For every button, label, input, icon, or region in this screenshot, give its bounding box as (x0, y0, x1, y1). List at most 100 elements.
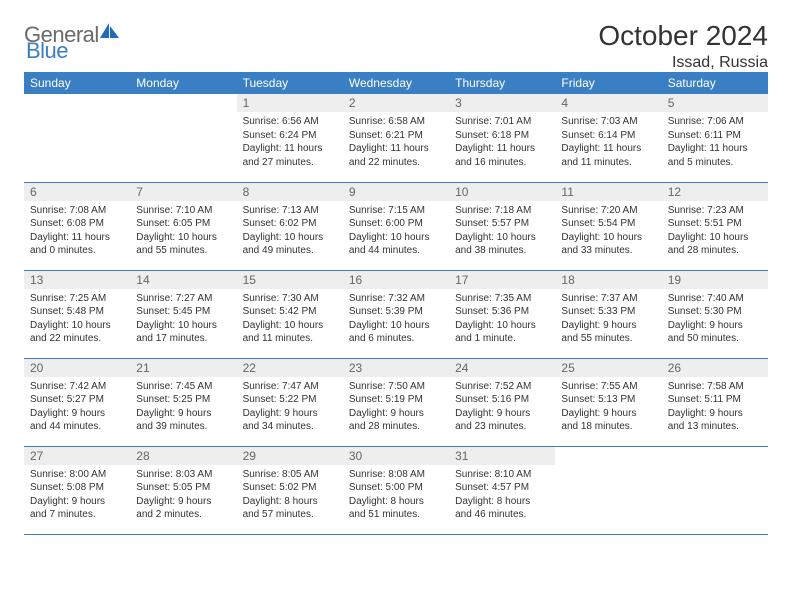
day-details: Sunrise: 7:42 AMSunset: 5:27 PMDaylight:… (24, 377, 130, 440)
detail-line: Sunset: 5:00 PM (349, 481, 443, 495)
detail-line: Sunrise: 8:03 AM (136, 468, 230, 482)
day-details: Sunrise: 7:37 AMSunset: 5:33 PMDaylight:… (555, 289, 661, 352)
month-title: October 2024 (598, 20, 768, 52)
calendar-day-cell: 13Sunrise: 7:25 AMSunset: 5:48 PMDayligh… (24, 270, 130, 358)
location: Issad, Russia (598, 54, 768, 72)
detail-line: Sunset: 5:36 PM (455, 305, 549, 319)
day-number: 31 (449, 447, 555, 465)
detail-line: Sunrise: 7:58 AM (668, 380, 762, 394)
detail-line: Daylight: 8 hours (349, 495, 443, 509)
day-details: Sunrise: 6:56 AMSunset: 6:24 PMDaylight:… (237, 112, 343, 175)
detail-line: Sunrise: 7:03 AM (561, 115, 655, 129)
day-details: Sunrise: 7:06 AMSunset: 6:11 PMDaylight:… (662, 112, 768, 175)
day-details: Sunrise: 8:03 AMSunset: 5:05 PMDaylight:… (130, 465, 236, 528)
logo-text-blue: Blue (26, 38, 68, 63)
detail-line: and 13 minutes. (668, 420, 762, 434)
day-details: Sunrise: 7:20 AMSunset: 5:54 PMDaylight:… (555, 201, 661, 264)
detail-line: and 34 minutes. (243, 420, 337, 434)
day-number: 11 (555, 183, 661, 201)
calendar-day-cell: 23Sunrise: 7:50 AMSunset: 5:19 PMDayligh… (343, 358, 449, 446)
detail-line: Sunset: 6:02 PM (243, 217, 337, 231)
calendar-day-cell: 29Sunrise: 8:05 AMSunset: 5:02 PMDayligh… (237, 446, 343, 534)
detail-line: Sunrise: 8:10 AM (455, 468, 549, 482)
calendar-day-cell: 28Sunrise: 8:03 AMSunset: 5:05 PMDayligh… (130, 446, 236, 534)
calendar-day-cell: 4Sunrise: 7:03 AMSunset: 6:14 PMDaylight… (555, 94, 661, 182)
detail-line: Sunrise: 7:18 AM (455, 204, 549, 218)
calendar-day-cell: 9Sunrise: 7:15 AMSunset: 6:00 PMDaylight… (343, 182, 449, 270)
calendar-day-cell: 11Sunrise: 7:20 AMSunset: 5:54 PMDayligh… (555, 182, 661, 270)
detail-line: Sunrise: 7:30 AM (243, 292, 337, 306)
detail-line: Daylight: 9 hours (349, 407, 443, 421)
detail-line: Daylight: 9 hours (30, 407, 124, 421)
detail-line: Sunrise: 7:08 AM (30, 204, 124, 218)
day-details: Sunrise: 7:15 AMSunset: 6:00 PMDaylight:… (343, 201, 449, 264)
calendar-day-cell: 31Sunrise: 8:10 AMSunset: 4:57 PMDayligh… (449, 446, 555, 534)
detail-line: Sunset: 6:24 PM (243, 129, 337, 143)
detail-line: Sunrise: 7:55 AM (561, 380, 655, 394)
day-number: 10 (449, 183, 555, 201)
detail-line: and 22 minutes. (349, 156, 443, 170)
title-block: October 2024 Issad, Russia (598, 20, 768, 72)
detail-line: Daylight: 9 hours (561, 319, 655, 333)
day-details: Sunrise: 7:23 AMSunset: 5:51 PMDaylight:… (662, 201, 768, 264)
detail-line: and 51 minutes. (349, 508, 443, 522)
day-details: Sunrise: 7:03 AMSunset: 6:14 PMDaylight:… (555, 112, 661, 175)
day-number: 20 (24, 359, 130, 377)
day-details: Sunrise: 7:40 AMSunset: 5:30 PMDaylight:… (662, 289, 768, 352)
day-number: 14 (130, 271, 236, 289)
detail-line: Sunset: 5:22 PM (243, 393, 337, 407)
day-number: 1 (237, 94, 343, 112)
day-details: Sunrise: 8:00 AMSunset: 5:08 PMDaylight:… (24, 465, 130, 528)
detail-line: Daylight: 11 hours (243, 142, 337, 156)
day-details: Sunrise: 7:32 AMSunset: 5:39 PMDaylight:… (343, 289, 449, 352)
detail-line: Sunrise: 7:37 AM (561, 292, 655, 306)
calendar-empty-cell (555, 446, 661, 534)
day-details: Sunrise: 8:05 AMSunset: 5:02 PMDaylight:… (237, 465, 343, 528)
calendar-empty-cell (130, 94, 236, 182)
detail-line: Daylight: 9 hours (30, 495, 124, 509)
detail-line: and 11 minutes. (561, 156, 655, 170)
detail-line: Sunset: 5:51 PM (668, 217, 762, 231)
calendar-week-row: 27Sunrise: 8:00 AMSunset: 5:08 PMDayligh… (24, 446, 768, 534)
day-number: 7 (130, 183, 236, 201)
logo-sail-icon (99, 21, 121, 44)
detail-line: Daylight: 10 hours (136, 319, 230, 333)
calendar-day-cell: 10Sunrise: 7:18 AMSunset: 5:57 PMDayligh… (449, 182, 555, 270)
day-number: 18 (555, 271, 661, 289)
day-number: 9 (343, 183, 449, 201)
detail-line: Sunrise: 7:42 AM (30, 380, 124, 394)
detail-line: Sunrise: 8:00 AM (30, 468, 124, 482)
calendar-day-cell: 12Sunrise: 7:23 AMSunset: 5:51 PMDayligh… (662, 182, 768, 270)
detail-line: Daylight: 10 hours (455, 231, 549, 245)
detail-line: Sunrise: 7:10 AM (136, 204, 230, 218)
day-number: 4 (555, 94, 661, 112)
day-number: 15 (237, 271, 343, 289)
calendar-day-cell: 22Sunrise: 7:47 AMSunset: 5:22 PMDayligh… (237, 358, 343, 446)
detail-line: Daylight: 11 hours (455, 142, 549, 156)
detail-line: Sunset: 5:25 PM (136, 393, 230, 407)
calendar-day-cell: 3Sunrise: 7:01 AMSunset: 6:18 PMDaylight… (449, 94, 555, 182)
calendar-day-cell: 14Sunrise: 7:27 AMSunset: 5:45 PMDayligh… (130, 270, 236, 358)
detail-line: and 27 minutes. (243, 156, 337, 170)
day-details: Sunrise: 7:50 AMSunset: 5:19 PMDaylight:… (343, 377, 449, 440)
detail-line: Sunrise: 7:47 AM (243, 380, 337, 394)
calendar-day-cell: 16Sunrise: 7:32 AMSunset: 5:39 PMDayligh… (343, 270, 449, 358)
detail-line: and 44 minutes. (349, 244, 443, 258)
detail-line: Sunset: 5:27 PM (30, 393, 124, 407)
detail-line: Sunrise: 7:15 AM (349, 204, 443, 218)
detail-line: Sunrise: 7:45 AM (136, 380, 230, 394)
detail-line: and 57 minutes. (243, 508, 337, 522)
day-number: 2 (343, 94, 449, 112)
detail-line: Sunset: 5:39 PM (349, 305, 443, 319)
detail-line: and 11 minutes. (243, 332, 337, 346)
day-details: Sunrise: 7:45 AMSunset: 5:25 PMDaylight:… (130, 377, 236, 440)
detail-line: and 23 minutes. (455, 420, 549, 434)
calendar-day-cell: 21Sunrise: 7:45 AMSunset: 5:25 PMDayligh… (130, 358, 236, 446)
detail-line: Sunrise: 7:35 AM (455, 292, 549, 306)
day-number: 3 (449, 94, 555, 112)
day-details: Sunrise: 7:58 AMSunset: 5:11 PMDaylight:… (662, 377, 768, 440)
day-number: 8 (237, 183, 343, 201)
detail-line: Sunrise: 7:32 AM (349, 292, 443, 306)
day-number: 12 (662, 183, 768, 201)
detail-line: Sunset: 5:13 PM (561, 393, 655, 407)
